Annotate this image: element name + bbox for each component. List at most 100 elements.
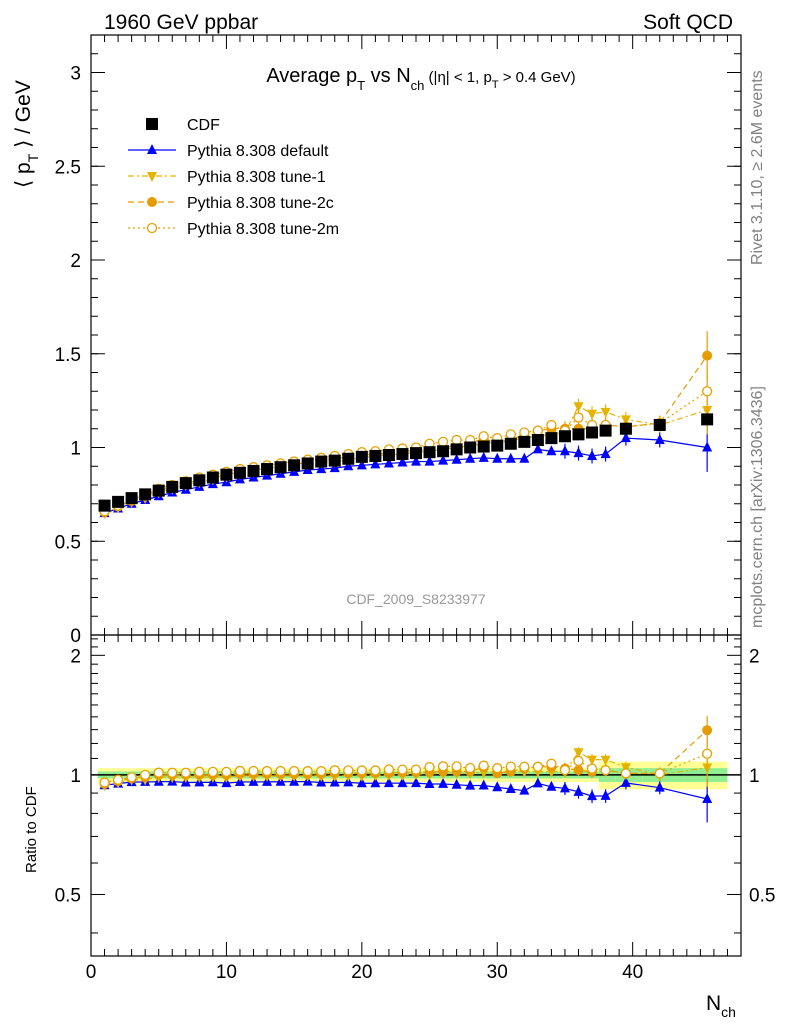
ratio-point xyxy=(316,766,327,777)
ratio-panel: 0 10 20 30 40 0.5 0.5 1 1 2 2 Ratio to CDF xyxy=(23,634,775,983)
ratio-point xyxy=(451,778,462,789)
ratio-point xyxy=(519,761,530,772)
ratio-point xyxy=(194,766,205,777)
ratio-point xyxy=(329,765,340,776)
data-point xyxy=(558,430,571,443)
y-tick-label: 1.5 xyxy=(55,345,81,366)
ratio-point xyxy=(573,765,584,776)
ratio-point xyxy=(221,766,232,778)
x-tick-label: 40 xyxy=(622,962,643,983)
data-point xyxy=(451,434,462,446)
legend-entry: Pythia 8.308 default xyxy=(128,143,329,160)
ratio-point xyxy=(451,761,462,772)
data-point xyxy=(397,456,408,467)
data-point xyxy=(410,447,422,460)
ratio-y-axis-label: Ratio to CDF xyxy=(23,786,40,873)
ratio-point xyxy=(397,764,408,775)
legend-label: Pythia 8.308 tune-2c xyxy=(187,195,334,212)
ratio-point xyxy=(383,777,394,788)
legend-marker xyxy=(147,144,157,154)
ratio-tick-label: 1 xyxy=(70,766,81,787)
data-point xyxy=(451,453,462,464)
data-point xyxy=(233,466,246,479)
legend-marker xyxy=(146,222,158,234)
ratio-point xyxy=(438,777,449,788)
x-tick-label: 0 xyxy=(86,962,97,983)
data-point xyxy=(437,445,450,458)
ratio-point xyxy=(140,769,151,781)
y-tick-label: 0.5 xyxy=(55,532,81,553)
ratio-point xyxy=(153,767,164,778)
ratio-point xyxy=(356,777,367,788)
data-point xyxy=(411,455,421,466)
ratio-point xyxy=(587,755,598,766)
data-point xyxy=(112,495,125,508)
ratio-point xyxy=(248,765,259,777)
data-point xyxy=(532,425,544,436)
data-point xyxy=(247,464,260,477)
data-point xyxy=(492,452,503,463)
ratio-point xyxy=(356,765,367,776)
legend-label: CDF xyxy=(187,117,220,134)
data-point xyxy=(504,437,517,450)
ratio-point xyxy=(587,790,598,801)
ratio-point xyxy=(505,782,516,793)
data-point xyxy=(505,452,516,463)
ratio-point xyxy=(620,768,632,779)
ratio-point xyxy=(492,763,503,774)
x-axis-label: Nch xyxy=(706,992,736,1020)
energy-label: 1960 GeV ppbar xyxy=(104,11,258,34)
legend-entry: Pythia 8.308 tune-2m xyxy=(128,221,339,238)
data-point xyxy=(573,447,584,458)
data-point xyxy=(125,492,138,505)
data-point xyxy=(546,419,557,431)
data-point xyxy=(315,455,328,468)
ratio-frame xyxy=(90,634,742,957)
ratio-tick-label: 0.5 xyxy=(55,885,81,906)
ratio-point xyxy=(411,777,421,788)
data-point xyxy=(572,428,585,441)
ratio-point xyxy=(532,777,543,788)
data-point xyxy=(261,463,274,476)
legend-label: Pythia 8.308 tune-2m xyxy=(187,221,339,238)
ratio-point xyxy=(600,789,611,800)
data-point xyxy=(586,426,599,439)
ratio-point xyxy=(383,764,395,775)
rivet-version-label: Rivet 3.1.10, ≥ 2.6M events xyxy=(749,70,766,265)
data-point xyxy=(559,445,570,456)
data-point xyxy=(478,451,489,462)
ratio-point xyxy=(573,785,584,796)
legend-entry: Pythia 8.308 tune-1 xyxy=(128,169,326,186)
mcplots-label: mcplots.cern.ch [arXiv:1306.3436] xyxy=(749,386,766,628)
ratio-point xyxy=(112,774,124,785)
data-point xyxy=(701,413,714,426)
data-point xyxy=(370,458,381,469)
data-point xyxy=(573,402,584,413)
legend-marker xyxy=(147,197,157,207)
data-point xyxy=(619,422,632,435)
data-point xyxy=(288,459,301,472)
series-cdf xyxy=(98,413,714,512)
data-point xyxy=(532,443,543,454)
ratio-point xyxy=(343,765,354,776)
data-point xyxy=(620,432,631,443)
data-point xyxy=(193,474,206,487)
data-point xyxy=(356,459,367,470)
data-point xyxy=(383,457,394,468)
x-tick-label: 10 xyxy=(216,962,237,983)
data-point xyxy=(423,446,436,459)
data-point xyxy=(477,440,490,453)
ratio-tick-label: 2 xyxy=(70,646,81,667)
y-tick-label: 1 xyxy=(70,439,81,460)
data-point xyxy=(653,419,666,431)
analysis-label: CDF_2009_S8233977 xyxy=(346,591,486,607)
data-point xyxy=(531,434,544,446)
data-point xyxy=(438,454,449,465)
data-point xyxy=(599,424,612,437)
ratio-point xyxy=(600,765,611,776)
ratio-point xyxy=(424,777,435,788)
ratio-point xyxy=(478,760,489,771)
ratio-point xyxy=(654,781,665,792)
legend-label: Pythia 8.308 tune-1 xyxy=(187,169,326,186)
ratio-tick-label-right: 1 xyxy=(749,766,760,787)
